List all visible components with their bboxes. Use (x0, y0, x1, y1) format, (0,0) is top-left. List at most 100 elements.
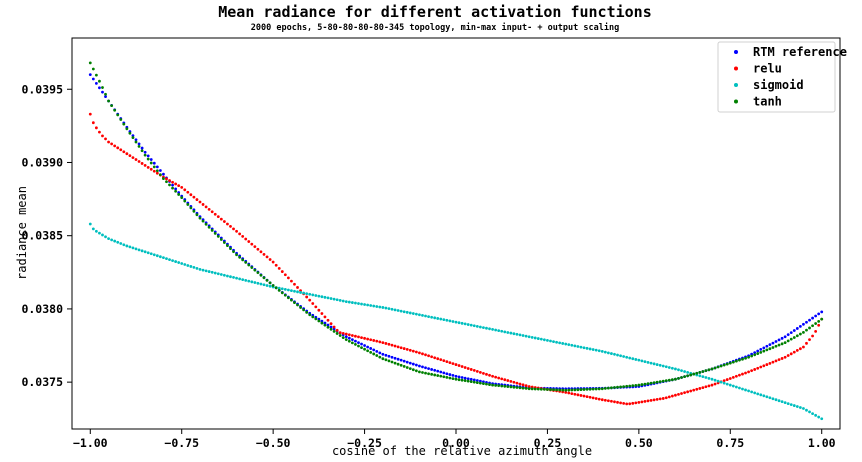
data-point (509, 385, 513, 389)
data-point (747, 389, 750, 393)
data-point (94, 126, 98, 130)
data-point (588, 395, 592, 399)
data-point (631, 357, 635, 361)
data-point (451, 362, 455, 365)
data-point (165, 177, 168, 181)
data-point (317, 294, 321, 298)
data-point (250, 266, 254, 269)
data-point (558, 388, 562, 392)
data-point (482, 371, 485, 375)
data-point (460, 376, 464, 379)
data-point (238, 255, 242, 259)
data-point (802, 407, 805, 410)
data-point (670, 366, 674, 370)
data-point (271, 260, 275, 264)
data-point (375, 339, 379, 343)
data-point (594, 387, 598, 391)
data-point (402, 365, 406, 368)
data-point (134, 158, 138, 161)
data-point (561, 342, 565, 345)
data-point (219, 217, 223, 221)
data-point (722, 381, 726, 385)
data-point (210, 228, 214, 232)
data-point (798, 347, 802, 351)
x-tick-label: 0.25 (534, 436, 562, 450)
data-point (363, 344, 366, 347)
data-point (567, 391, 571, 395)
data-point (469, 323, 473, 327)
data-point (439, 370, 443, 374)
data-point (469, 368, 473, 371)
data-point (262, 252, 266, 256)
data-point (226, 274, 229, 278)
data-point (143, 150, 147, 154)
data-point (421, 313, 424, 317)
data-point (771, 397, 775, 401)
data-point (369, 347, 373, 350)
data-point (323, 315, 327, 319)
data-point (619, 401, 622, 405)
data-point (171, 186, 174, 190)
data-point (707, 368, 711, 372)
data-point (515, 381, 519, 385)
data-point (381, 357, 385, 361)
data-point (369, 350, 373, 354)
data-point (753, 351, 757, 355)
data-point (357, 341, 360, 344)
data-point (491, 328, 494, 331)
data-point (402, 347, 406, 350)
data-point (149, 161, 153, 165)
data-point (747, 370, 750, 374)
data-point (539, 387, 543, 391)
data-point (290, 298, 293, 302)
data-point (414, 369, 418, 373)
data-point (418, 313, 421, 317)
data-point (387, 342, 391, 346)
data-point (713, 378, 717, 382)
data-point (695, 387, 699, 391)
data-point (226, 244, 229, 247)
data-point (777, 343, 781, 347)
data-point (658, 397, 662, 401)
data-point (512, 385, 516, 389)
data-point (573, 388, 577, 392)
data-point (442, 375, 446, 379)
data-point (719, 380, 723, 384)
data-point (341, 331, 345, 335)
data-point (104, 137, 107, 141)
data-point (634, 383, 638, 387)
x-tick-label: −0.25 (347, 436, 382, 450)
data-point (475, 324, 479, 328)
data-point (286, 296, 290, 300)
data-point (357, 344, 360, 348)
data-point (744, 371, 747, 375)
data-point (381, 352, 385, 356)
data-point (549, 388, 552, 391)
data-point (448, 361, 452, 365)
data-point (463, 379, 467, 383)
data-point (354, 339, 357, 343)
data-point (613, 400, 616, 404)
data-point (250, 280, 254, 284)
data-point (628, 356, 632, 360)
data-point (357, 302, 360, 305)
data-point (168, 258, 171, 262)
data-point (427, 367, 430, 370)
data-point (725, 378, 729, 381)
data-point (768, 343, 772, 347)
data-point (600, 398, 604, 402)
data-point (335, 328, 339, 332)
data-point (606, 399, 610, 403)
data-point (756, 392, 760, 396)
data-point (381, 341, 385, 344)
data-point (283, 293, 287, 297)
data-point (774, 398, 778, 402)
data-point (439, 374, 443, 378)
data-point (311, 293, 315, 297)
data-point (198, 216, 202, 220)
data-point (290, 289, 293, 293)
data-point (146, 165, 150, 169)
data-point (555, 388, 558, 392)
data-point (186, 203, 190, 206)
data-point (753, 353, 757, 357)
